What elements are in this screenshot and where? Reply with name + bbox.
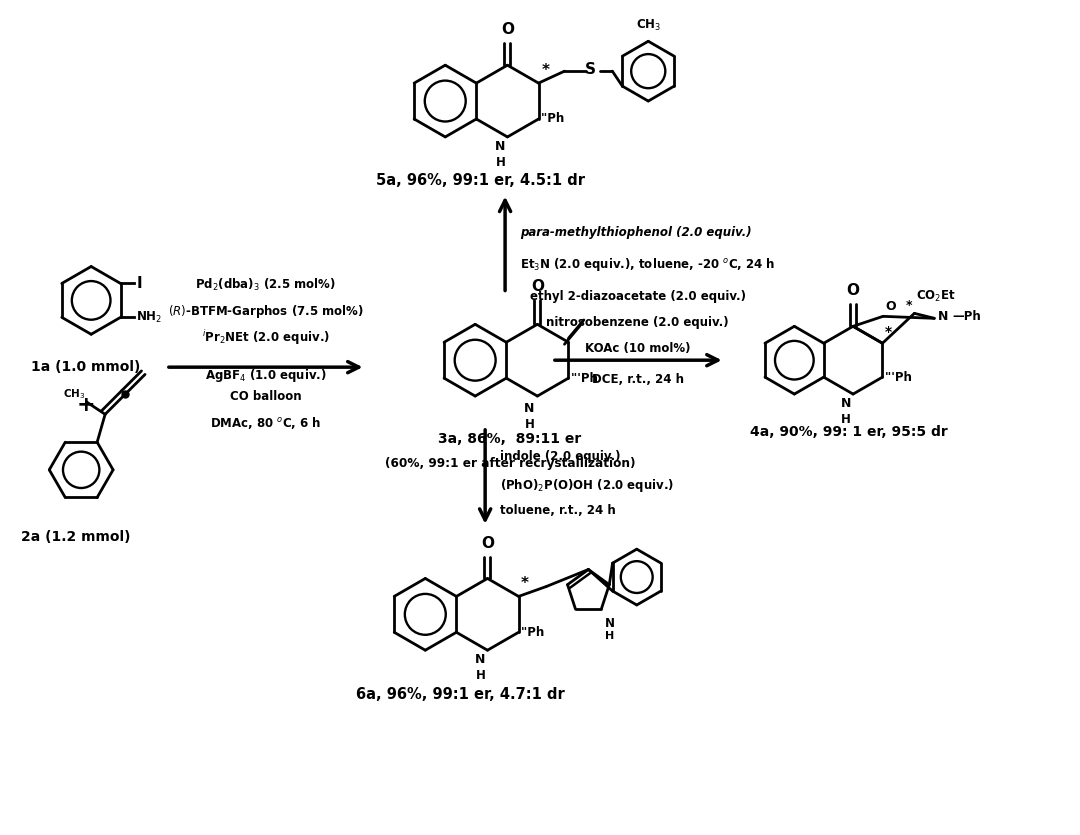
Text: (60%, 99:1 er after recrystallization): (60%, 99:1 er after recrystallization) xyxy=(384,457,635,470)
Text: N: N xyxy=(475,653,486,666)
Text: *: * xyxy=(521,576,528,591)
Text: N: N xyxy=(939,310,948,323)
Text: H: H xyxy=(841,413,851,426)
Text: 2a (1.2 mmol): 2a (1.2 mmol) xyxy=(22,529,131,544)
Text: 6a, 96%, 99:1 er, 4.7:1 dr: 6a, 96%, 99:1 er, 4.7:1 dr xyxy=(355,687,565,702)
Text: AgBF$_4$ (1.0 equiv.): AgBF$_4$ (1.0 equiv.) xyxy=(205,367,326,384)
Text: '''Ph: '''Ph xyxy=(885,371,913,383)
Text: H: H xyxy=(475,669,486,682)
Text: Pd$_2$(dba)$_3$ (2.5 mol%): Pd$_2$(dba)$_3$ (2.5 mol%) xyxy=(195,277,336,293)
Text: I: I xyxy=(136,276,143,291)
Text: O: O xyxy=(481,535,494,550)
Text: H: H xyxy=(525,418,535,431)
Text: (PhO)$_2$P(O)OH (2.0 equiv.): (PhO)$_2$P(O)OH (2.0 equiv.) xyxy=(500,477,674,493)
Text: S: S xyxy=(585,62,596,77)
Text: 3a, 86%,  89:11 er: 3a, 86%, 89:11 er xyxy=(438,432,582,446)
Text: indole (2.0 equiv.): indole (2.0 equiv.) xyxy=(500,450,621,463)
Text: 4a, 90%, 99: 1 er, 95:5 dr: 4a, 90%, 99: 1 er, 95:5 dr xyxy=(751,425,948,439)
Text: nitrosobenzene (2.0 equiv.): nitrosobenzene (2.0 equiv.) xyxy=(546,316,729,329)
Text: ethyl 2-diazoacetate (2.0 equiv.): ethyl 2-diazoacetate (2.0 equiv.) xyxy=(530,291,746,303)
Text: para-methylthiophenol (2.0 equiv.): para-methylthiophenol (2.0 equiv.) xyxy=(521,225,752,239)
Text: CO balloon: CO balloon xyxy=(230,390,301,403)
Text: ''Ph: ''Ph xyxy=(521,625,544,639)
Text: N: N xyxy=(524,402,535,415)
Text: '''Ph: '''Ph xyxy=(570,372,598,385)
Text: ''Ph: ''Ph xyxy=(540,113,565,125)
Text: H: H xyxy=(605,631,615,641)
Text: +: + xyxy=(77,395,95,415)
Text: O: O xyxy=(847,283,860,298)
Text: CO$_2$Et: CO$_2$Et xyxy=(916,289,956,305)
Text: H: H xyxy=(496,156,505,169)
Text: O: O xyxy=(885,301,895,313)
Text: *: * xyxy=(541,63,550,78)
Text: NH$_2$: NH$_2$ xyxy=(136,310,162,325)
Text: N: N xyxy=(605,617,616,630)
Text: toluene, r.t., 24 h: toluene, r.t., 24 h xyxy=(500,504,616,517)
Text: N: N xyxy=(495,140,505,153)
Text: —Ph: —Ph xyxy=(953,310,981,323)
Text: *: * xyxy=(885,326,892,339)
Text: Et$_3$N (2.0 equiv.), toluene, -20 $^o$C, 24 h: Et$_3$N (2.0 equiv.), toluene, -20 $^o$C… xyxy=(521,256,775,272)
Text: CH$_3$: CH$_3$ xyxy=(63,387,85,402)
Text: KOAc (10 mol%): KOAc (10 mol%) xyxy=(585,342,690,355)
Text: $^i$Pr$_2$NEt (2.0 equiv.): $^i$Pr$_2$NEt (2.0 equiv.) xyxy=(202,328,329,347)
Text: DCE, r.t., 24 h: DCE, r.t., 24 h xyxy=(592,373,684,386)
Text: 5a, 96%, 99:1 er, 4.5:1 dr: 5a, 96%, 99:1 er, 4.5:1 dr xyxy=(376,173,584,188)
Text: DMAc, 80 $^o$C, 6 h: DMAc, 80 $^o$C, 6 h xyxy=(211,415,321,431)
Text: O: O xyxy=(531,280,544,295)
Text: CH$_3$: CH$_3$ xyxy=(636,18,661,33)
Text: O: O xyxy=(501,23,514,38)
Text: N: N xyxy=(840,397,851,410)
Text: *: * xyxy=(906,300,913,312)
Text: $(R)$-BTFM-Garphos (7.5 mol%): $(R)$-BTFM-Garphos (7.5 mol%) xyxy=(167,303,364,321)
Text: 1a (1.0 mmol): 1a (1.0 mmol) xyxy=(31,360,140,374)
